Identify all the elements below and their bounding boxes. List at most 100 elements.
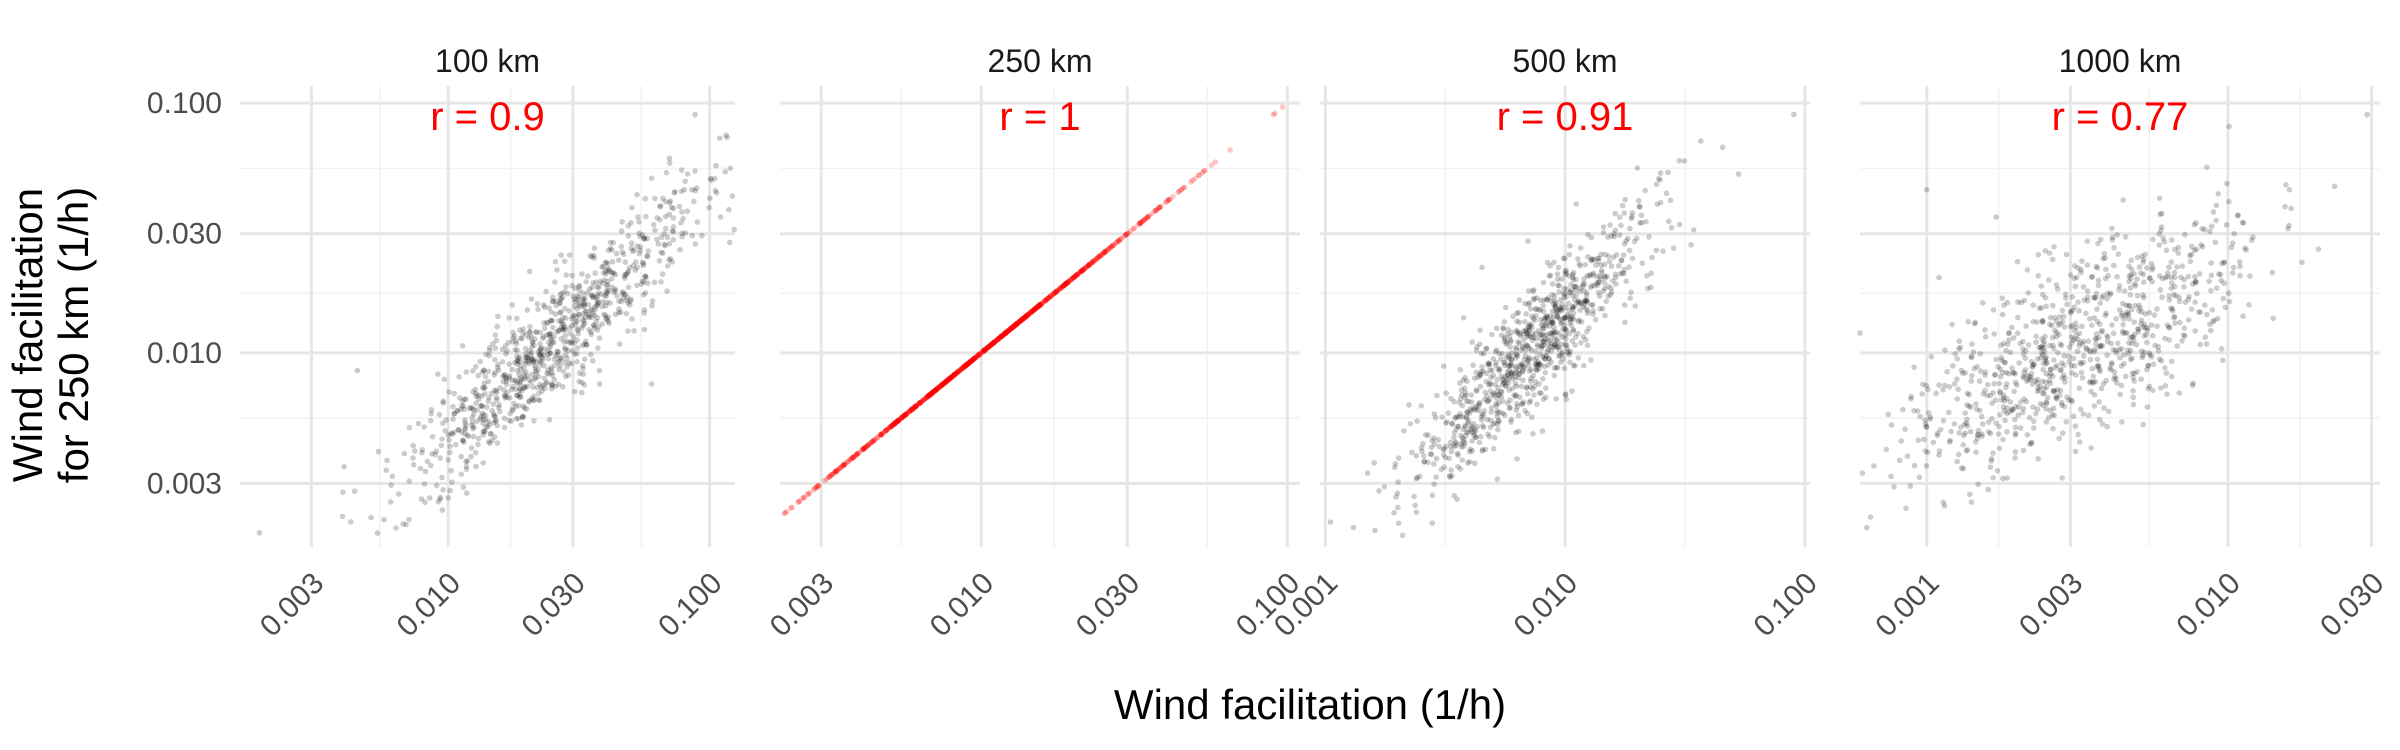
data-point — [1578, 339, 1584, 346]
data-point — [1067, 277, 1074, 283]
data-point — [1857, 330, 1863, 336]
data-point — [384, 457, 390, 464]
data-point — [2087, 379, 2093, 386]
data-point — [629, 204, 635, 211]
data-point — [562, 305, 568, 312]
data-point — [1989, 400, 1995, 407]
data-point — [2093, 331, 2100, 337]
data-point — [987, 343, 993, 349]
data-point — [1448, 448, 1455, 455]
data-point — [495, 404, 502, 411]
data-point — [1144, 214, 1151, 220]
data-point — [1037, 302, 1043, 308]
data-point — [1473, 347, 1480, 354]
data-point — [887, 424, 894, 430]
data-point — [940, 381, 946, 388]
data-point — [526, 360, 533, 367]
data-point — [946, 375, 953, 382]
data-point — [2049, 334, 2056, 341]
data-point — [544, 332, 550, 338]
x-tick-label: 0.003 — [254, 567, 330, 643]
data-point — [1478, 414, 1485, 420]
data-point — [2158, 358, 2165, 364]
data-point — [1051, 290, 1057, 297]
data-point — [588, 329, 594, 335]
data-point — [1516, 319, 1523, 326]
data-point — [503, 378, 510, 384]
data-point — [2080, 353, 2087, 359]
data-point — [815, 483, 821, 489]
data-point — [1492, 381, 1499, 388]
data-point — [636, 230, 642, 236]
data-point — [1915, 408, 1921, 414]
data-point — [547, 317, 554, 324]
data-point — [922, 395, 929, 402]
data-point — [588, 306, 594, 312]
data-point — [518, 366, 524, 373]
data-point — [1001, 331, 1007, 337]
data-point — [943, 378, 950, 385]
data-point — [837, 465, 843, 471]
data-point — [931, 388, 938, 395]
data-point — [556, 357, 563, 364]
data-point — [959, 365, 965, 372]
data-point — [625, 284, 632, 291]
data-point — [1038, 301, 1044, 308]
data-point — [1451, 434, 1457, 441]
data-point — [1559, 319, 1565, 325]
data-point — [962, 363, 968, 370]
data-point — [1080, 267, 1086, 273]
data-point — [426, 495, 433, 501]
data-point — [1006, 327, 1012, 334]
data-point — [2168, 358, 2175, 365]
data-point — [953, 370, 959, 377]
data-point — [624, 294, 631, 301]
data-point — [978, 350, 984, 357]
data-point — [516, 354, 523, 361]
data-point — [561, 339, 567, 345]
data-point — [552, 258, 559, 265]
data-point — [896, 416, 903, 423]
data-point — [2146, 309, 2153, 316]
data-point — [491, 387, 498, 394]
data-point — [547, 350, 553, 356]
data-point — [2059, 430, 2066, 436]
data-point — [878, 431, 885, 438]
data-point — [2034, 319, 2040, 325]
data-point — [853, 452, 860, 458]
data-point — [417, 465, 424, 472]
data-point — [2131, 319, 2137, 325]
data-point — [603, 315, 609, 322]
data-point — [571, 312, 577, 319]
data-point — [1920, 381, 1926, 388]
data-point — [957, 366, 964, 373]
data-point — [973, 354, 979, 361]
data-point — [613, 250, 620, 257]
data-point — [541, 346, 548, 352]
data-point — [1010, 324, 1016, 330]
data-point — [1070, 274, 1077, 281]
data-point — [558, 336, 565, 342]
data-point — [1998, 357, 2005, 364]
data-point — [1149, 210, 1155, 217]
data-point — [2163, 247, 2170, 254]
data-point — [1013, 321, 1019, 328]
data-point — [2013, 403, 2019, 410]
data-point — [482, 412, 489, 419]
data-point — [1116, 237, 1122, 244]
data-point — [994, 337, 1000, 343]
data-point — [460, 403, 467, 409]
data-point — [540, 335, 546, 342]
data-point — [557, 300, 563, 306]
data-point — [509, 338, 516, 345]
data-point — [962, 363, 968, 369]
data-point — [667, 198, 673, 204]
data-point — [2207, 228, 2213, 235]
data-point — [985, 344, 991, 351]
data-point — [1960, 432, 1967, 439]
data-point — [512, 386, 519, 393]
data-point — [477, 358, 484, 365]
data-point — [553, 353, 559, 359]
data-point — [909, 406, 916, 412]
data-point — [557, 363, 563, 369]
